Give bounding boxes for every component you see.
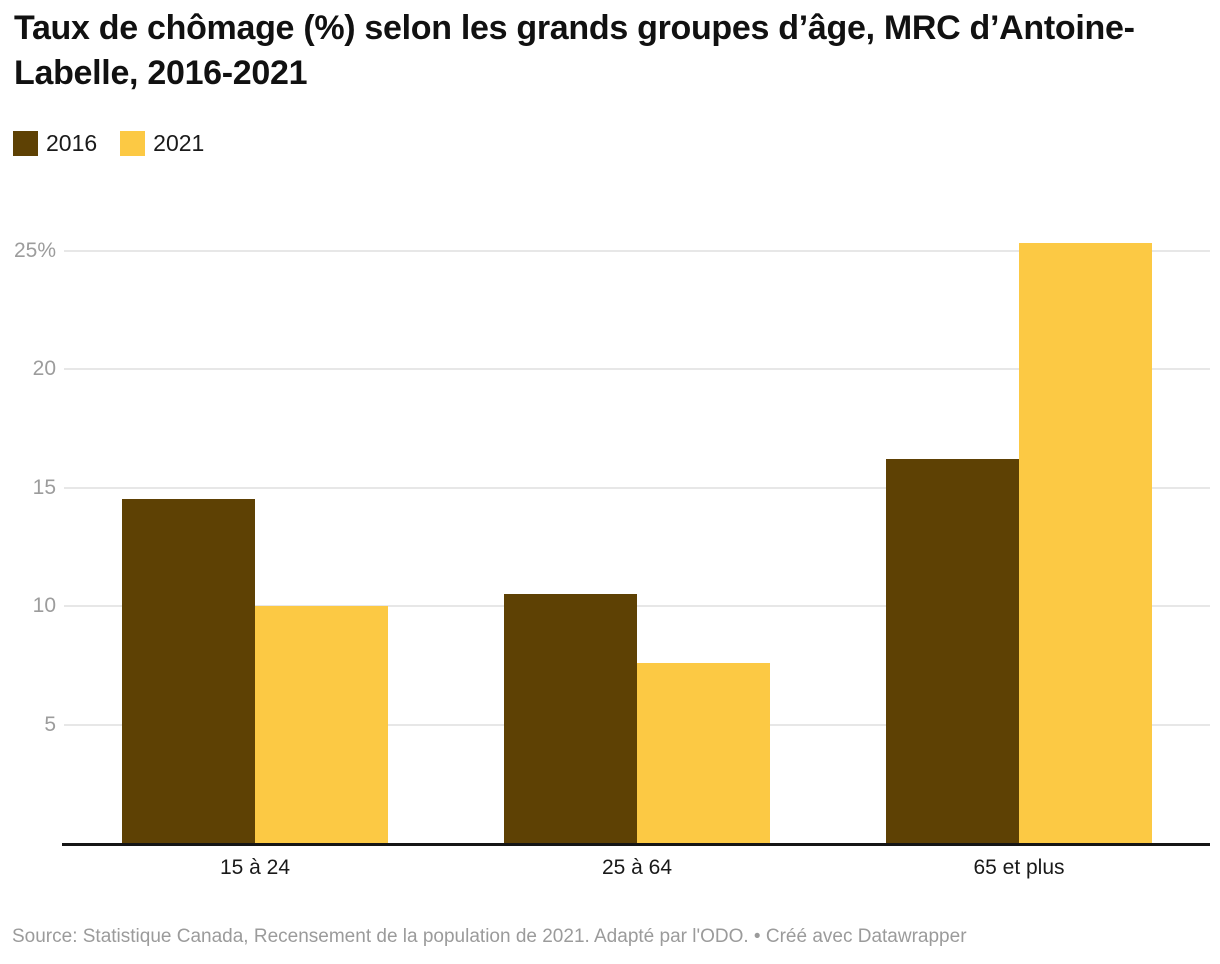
- source-attribution: Source: Statistique Canada, Recensement …: [12, 926, 967, 947]
- legend-label-2016: 2016: [46, 130, 98, 156]
- legend-label-2021: 2021: [153, 130, 205, 156]
- legend: 2016 2021: [13, 131, 204, 156]
- y-tick-label-10: 10: [32, 594, 56, 617]
- chart-title: Taux de chômage (%) selon les grands gro…: [14, 9, 1135, 92]
- y-tick-label-15: 15: [32, 475, 56, 499]
- y-tick-label-25: 25%: [13, 238, 56, 262]
- legend-swatch-2016: [13, 131, 38, 156]
- bar-2021-65 et plus: [1019, 243, 1152, 843]
- x-axis-label-25 à 64: 25 à 64: [601, 856, 673, 879]
- y-tick-label-20: 20: [32, 357, 56, 380]
- bar-2016-15 à 24: [122, 499, 255, 843]
- gridline-20: [64, 368, 1210, 370]
- gridline-10: [64, 605, 1210, 607]
- bar-2016-25 à 64: [504, 594, 637, 843]
- gridline-15: [64, 486, 1210, 489]
- bar-2021-15 à 24: [255, 606, 388, 843]
- x-axis-line: [62, 843, 1210, 846]
- bar-2021-25 à 64: [637, 662, 770, 843]
- legend-item-2021: 2021: [120, 131, 204, 156]
- y-tick-label-5: 5: [44, 712, 56, 736]
- x-axis-label-65 et plus: 65 et plus: [973, 856, 1065, 879]
- x-axis-label-15 à 24: 15 à 24: [219, 856, 291, 879]
- legend-item-2016: 2016: [13, 131, 97, 156]
- legend-swatch-2021: [120, 131, 146, 156]
- bar-2016-65 et plus: [886, 459, 1019, 843]
- gridline-25: [64, 249, 1210, 252]
